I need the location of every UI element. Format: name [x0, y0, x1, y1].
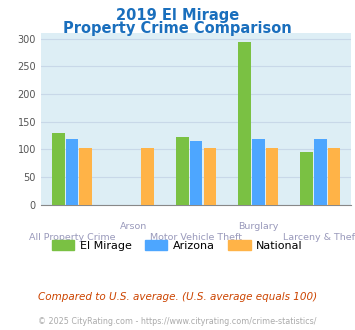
Bar: [66, 139, 78, 205]
Text: Larceny & Theft: Larceny & Theft: [283, 233, 355, 242]
Text: All Property Crime: All Property Crime: [29, 233, 115, 242]
Text: Compared to U.S. average. (U.S. average equals 100): Compared to U.S. average. (U.S. average …: [38, 292, 317, 302]
Text: Arson: Arson: [120, 222, 148, 231]
Bar: [176, 137, 189, 205]
Text: Motor Vehicle Theft: Motor Vehicle Theft: [150, 233, 242, 242]
Bar: [141, 148, 154, 205]
Bar: [203, 148, 216, 205]
Bar: [79, 148, 92, 205]
Bar: [300, 152, 313, 205]
Text: Burglary: Burglary: [238, 222, 278, 231]
Bar: [190, 142, 202, 205]
Legend: El Mirage, Arizona, National: El Mirage, Arizona, National: [48, 235, 307, 255]
Text: © 2025 CityRating.com - https://www.cityrating.com/crime-statistics/: © 2025 CityRating.com - https://www.city…: [38, 317, 317, 326]
Bar: [238, 43, 251, 205]
Bar: [52, 133, 65, 205]
Bar: [252, 139, 264, 205]
Bar: [328, 148, 340, 205]
Bar: [266, 148, 278, 205]
Text: 2019 El Mirage: 2019 El Mirage: [116, 8, 239, 23]
Bar: [314, 139, 327, 205]
Text: Property Crime Comparison: Property Crime Comparison: [63, 21, 292, 36]
